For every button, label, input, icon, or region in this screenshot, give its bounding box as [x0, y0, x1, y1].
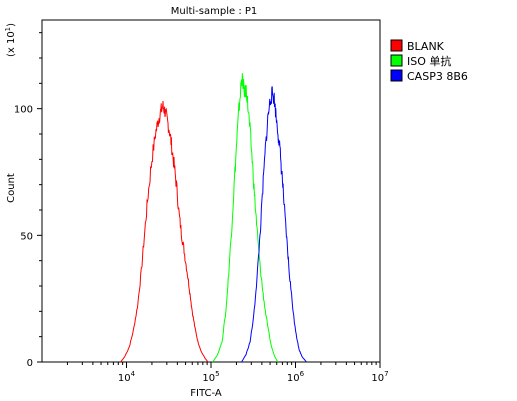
plot-frame [41, 19, 381, 363]
y-multiplier-base: (x 10 [6, 31, 17, 57]
x-axis-label: FITC-A [190, 388, 222, 399]
series-traces [120, 73, 307, 363]
x-tick-label-2: 106 [287, 370, 305, 384]
plot-border [41, 19, 381, 363]
x-tick-label-1: 105 [202, 370, 219, 384]
legend-swatch-1 [390, 54, 403, 67]
y-axis-label: Count [6, 173, 17, 203]
x-tick-label-0: 104 [118, 370, 136, 384]
y-multiplier-exponent: 1 [4, 27, 12, 31]
axes: 0 50 100 104 105 106 107 [14, 32, 389, 384]
y-tick-label-2: 100 [14, 105, 33, 116]
series-line-2 [241, 86, 307, 363]
chart-title: Multi-sample : P1 [171, 6, 258, 17]
legend-label-0: BLANK [407, 40, 445, 53]
x-tick-label-3: 107 [371, 370, 388, 384]
y-tick-label-0: 0 [27, 358, 33, 369]
y-multiplier-close: ) [6, 23, 17, 27]
y-tick-label-1: 50 [20, 231, 33, 242]
legend-swatch-2 [390, 69, 403, 82]
series-line-0 [120, 100, 209, 363]
legend-label-2: CASP3 8B6 [407, 70, 468, 83]
series-line-1 [212, 73, 279, 363]
y-axis-multiplier: (x 101) [4, 23, 17, 57]
legend-swatch-0 [390, 39, 403, 52]
legend-label-1: ISO 单抗 [407, 54, 451, 68]
